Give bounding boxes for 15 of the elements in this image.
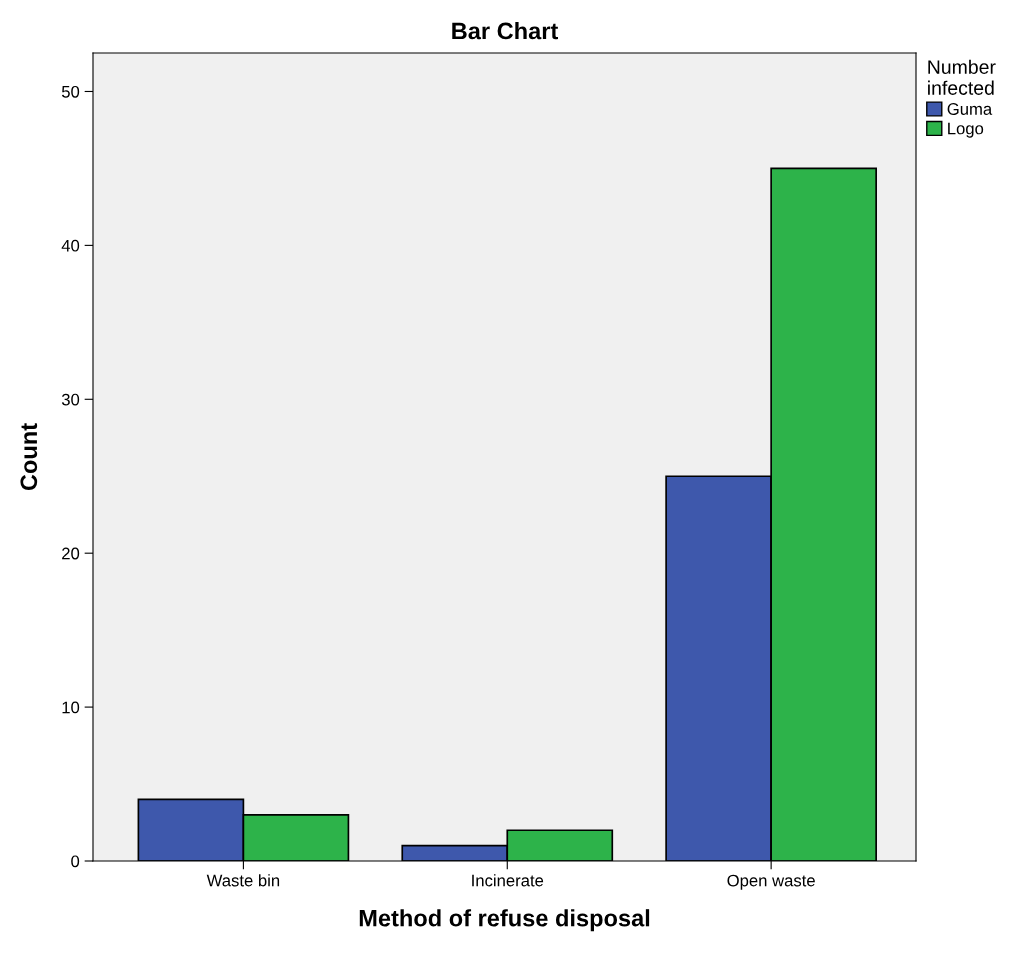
legend-label: Logo	[948, 122, 984, 138]
y-tick-label: 0	[71, 855, 80, 868]
y-tick-label: 20	[62, 547, 80, 560]
y-tick-label: 10	[62, 701, 80, 714]
x-axis-title: Method of refuse disposal	[359, 909, 650, 932]
y-tick-label: 50	[61, 85, 80, 98]
x-tick-label: Waste bin	[206, 874, 280, 887]
legend-title: Number infected	[928, 59, 996, 95]
legend-label: Guma	[947, 103, 993, 115]
y-tick-label: 40	[61, 239, 80, 252]
y-tick-label: 30	[61, 393, 80, 406]
y-axis-title: Count	[20, 423, 38, 491]
chart-title: Bar Chart	[452, 22, 559, 40]
x-tick-label: Open waste	[727, 874, 815, 890]
x-tick-label: Incinerate	[472, 874, 544, 887]
